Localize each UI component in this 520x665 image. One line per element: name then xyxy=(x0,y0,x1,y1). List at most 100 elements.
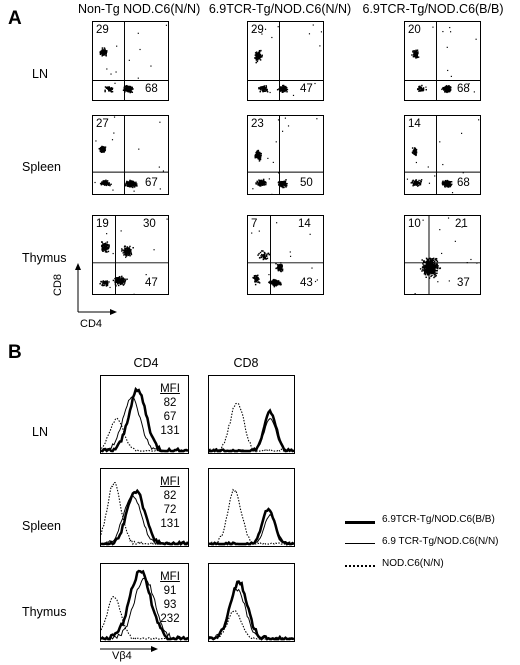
dot-plot-thymus-tg-bb: 10 21 37 xyxy=(404,215,481,295)
event-dots xyxy=(94,116,165,192)
quadrant-upper-left-value: 29 xyxy=(251,24,264,36)
legend-line-dotted xyxy=(345,565,375,567)
mfi-value: 72 xyxy=(163,504,177,516)
mfi-value: 131 xyxy=(160,425,180,437)
dot-plot-spleen-tg-bb: 14 68 xyxy=(404,115,481,195)
histogram-svg xyxy=(101,569,188,641)
legend-line-thick xyxy=(345,521,375,524)
legend-label-tg-nn: 6.9 TCR-Tg/NOD.C6(N/N) xyxy=(382,536,499,547)
mfi-values: MFI 82 67 131 xyxy=(155,382,185,438)
panel-b-letter: B xyxy=(8,342,22,363)
quadrant-upper-left-value: 29 xyxy=(96,24,109,36)
histogram-svg xyxy=(209,402,294,453)
x-axis-label-cd4: CD4 xyxy=(80,318,103,330)
histogram-curve-tg-bb xyxy=(209,580,294,641)
histogram-ln-cd4: MFI 82 67 131 xyxy=(100,375,189,454)
event-dots xyxy=(252,117,318,194)
dot-plot-spleen-nontg: 27 67 xyxy=(92,115,169,195)
panel-b-row-label-thymus: Thymus xyxy=(22,605,67,619)
mfi-value: 232 xyxy=(160,613,180,625)
histogram-ln-cd8 xyxy=(208,375,295,454)
histogram-svg xyxy=(209,580,294,641)
mfi-value: 67 xyxy=(163,411,177,423)
histogram-curve-non-tg xyxy=(101,595,188,640)
quadrant-upper-left-value: 19 xyxy=(96,218,109,230)
dot-plot-ln-nontg: 29 68 xyxy=(92,21,169,101)
dot-plot-ln-tg-nn: 29 47 xyxy=(247,21,324,101)
legend-line-thin xyxy=(345,543,375,544)
panel-b-row-label-spleen: Spleen xyxy=(22,519,61,533)
dot-plot-spleen-tg-nn: 23 50 xyxy=(247,115,324,195)
quadrant-upper-right-value: 14 xyxy=(298,218,311,230)
dot-plot-thymus-tg-nn: 7 14 43 xyxy=(247,215,324,295)
panel-a-row-label-thymus: Thymus xyxy=(22,251,67,265)
x-axis-label-vb4: Vβ4 xyxy=(112,650,132,662)
quadrant-upper-right-value: 30 xyxy=(143,218,156,230)
dot-plot-svg xyxy=(93,216,168,294)
histogram-curve-non-tg xyxy=(209,402,294,453)
panel-a-letter: A xyxy=(8,8,22,29)
event-dots xyxy=(411,26,477,94)
quadrant-lower-right-value: 37 xyxy=(457,277,470,289)
panel-a-column-header-2: 6.9TCR-Tg/NOD.C6(N/N) xyxy=(208,2,352,16)
quadrant-lower-right-value: 68 xyxy=(457,177,470,189)
event-dots xyxy=(414,217,478,294)
histogram-curve-tg-nn xyxy=(101,577,188,640)
dot-plot-svg xyxy=(248,22,323,100)
mfi-header: MFI xyxy=(160,571,180,583)
quadrant-lower-right-value: 50 xyxy=(300,177,313,189)
quadrant-lower-right-value: 68 xyxy=(457,83,470,95)
event-dots xyxy=(406,119,480,194)
histogram-svg xyxy=(209,488,294,546)
panel-a-row-label-spleen: Spleen xyxy=(22,160,61,174)
panel-b-column-header-cd8: CD8 xyxy=(233,356,259,370)
panel-b-row-label-ln: LN xyxy=(32,425,48,439)
panel-a-column-header-3: 6.9TCR-Tg/NOD.C6(B/B) xyxy=(362,2,504,16)
mfi-values: MFI 82 72 131 xyxy=(155,475,185,531)
histogram-spleen-cd4: MFI 82 72 131 xyxy=(100,468,189,547)
mfi-value: 91 xyxy=(163,585,177,597)
event-dots xyxy=(99,24,168,94)
histogram-curve-tg-nn xyxy=(209,418,294,452)
axis-arrows xyxy=(75,263,117,315)
dot-plot-svg xyxy=(248,116,323,194)
dot-plot-svg xyxy=(93,22,168,100)
panel-a-row-label-ln: LN xyxy=(32,67,48,81)
event-dots xyxy=(99,218,168,294)
mfi-header: MFI xyxy=(160,476,180,488)
quadrant-upper-right-value: 21 xyxy=(455,218,468,230)
mfi-header: MFI xyxy=(160,383,180,395)
quadrant-lower-right-value: 68 xyxy=(145,83,158,95)
histogram-curve-tg-nn xyxy=(209,588,294,640)
histogram-curve-non-tg xyxy=(209,609,294,640)
histogram-curve-non-tg xyxy=(101,417,188,452)
vb4-axis-arrow xyxy=(100,646,158,652)
mfi-value: 82 xyxy=(163,397,177,409)
histogram-curve-non-tg xyxy=(209,488,294,545)
histogram-curve-tg-bb xyxy=(101,569,188,641)
histogram-svg xyxy=(101,481,188,546)
quadrant-upper-left-value: 10 xyxy=(408,218,421,230)
event-dots xyxy=(253,24,323,97)
mfi-value: 82 xyxy=(163,490,177,502)
dot-plot-ln-tg-bb: 20 68 xyxy=(404,21,481,101)
histogram-thymus-cd8 xyxy=(208,563,295,642)
quadrant-lower-right-value: 67 xyxy=(145,177,158,189)
mfi-value: 93 xyxy=(163,599,177,611)
quadrant-lower-right-value: 43 xyxy=(300,277,313,289)
dot-plot-svg xyxy=(248,216,323,294)
dot-plot-svg xyxy=(405,22,480,100)
quadrant-lower-right-value: 47 xyxy=(300,83,313,95)
panel-b-column-header-cd4: CD4 xyxy=(133,356,159,370)
histogram-svg xyxy=(101,386,188,453)
legend-label-non-tg: NOD.C6(N/N) xyxy=(382,558,444,569)
quadrant-upper-left-value: 14 xyxy=(408,118,421,130)
quadrant-lower-right-value: 47 xyxy=(145,277,158,289)
y-axis-label-cd8: CD8 xyxy=(52,273,64,296)
quadrant-upper-left-value: 20 xyxy=(408,24,421,36)
mfi-value: 131 xyxy=(160,518,180,530)
dot-plot-svg xyxy=(405,116,480,194)
quadrant-upper-left-value: 23 xyxy=(251,118,264,130)
histogram-curve-tg-bb xyxy=(101,488,188,546)
histogram-curve-tg-nn xyxy=(101,494,188,545)
